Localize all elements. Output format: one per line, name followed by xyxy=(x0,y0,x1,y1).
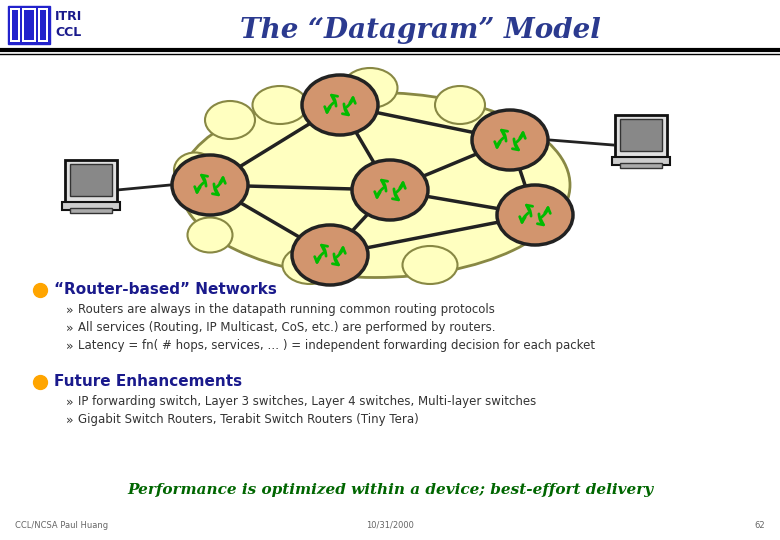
Text: CCL: CCL xyxy=(55,25,81,38)
Ellipse shape xyxy=(282,246,338,284)
Text: »: » xyxy=(66,414,73,427)
Text: Gigabit Switch Routers, Terabit Switch Routers (Tiny Tera): Gigabit Switch Routers, Terabit Switch R… xyxy=(78,414,419,427)
Ellipse shape xyxy=(172,155,248,215)
Text: The “Datagram” Model: The “Datagram” Model xyxy=(239,17,601,44)
Ellipse shape xyxy=(352,160,428,220)
Ellipse shape xyxy=(402,246,458,284)
Text: All services (Routing, IP Multicast, CoS, etc.) are performed by routers.: All services (Routing, IP Multicast, CoS… xyxy=(78,321,495,334)
Ellipse shape xyxy=(509,192,551,227)
Ellipse shape xyxy=(302,75,378,135)
Bar xyxy=(8,6,50,44)
Bar xyxy=(12,10,18,40)
Text: “Router-based” Networks: “Router-based” Networks xyxy=(54,282,277,298)
Bar xyxy=(62,202,120,210)
Ellipse shape xyxy=(292,225,368,285)
Ellipse shape xyxy=(174,152,216,187)
Bar xyxy=(22,8,36,42)
Ellipse shape xyxy=(205,101,255,139)
Text: Performance is optimized within a device; best-effort delivery: Performance is optimized within a device… xyxy=(127,483,653,497)
Ellipse shape xyxy=(435,86,485,124)
Bar xyxy=(40,10,46,40)
Ellipse shape xyxy=(253,86,307,124)
Ellipse shape xyxy=(342,68,398,108)
Ellipse shape xyxy=(497,185,573,245)
Bar xyxy=(38,8,48,42)
Bar xyxy=(65,160,117,202)
Ellipse shape xyxy=(472,110,548,170)
Bar xyxy=(615,115,667,157)
Ellipse shape xyxy=(180,92,570,278)
Text: »: » xyxy=(66,340,73,353)
Text: IP forwarding switch, Layer 3 switches, Layer 4 switches, Multi-layer switches: IP forwarding switch, Layer 3 switches, … xyxy=(78,395,537,408)
Text: »: » xyxy=(66,321,73,334)
Bar xyxy=(70,208,112,213)
Text: Routers are always in the datapath running common routing protocols: Routers are always in the datapath runni… xyxy=(78,303,495,316)
Ellipse shape xyxy=(187,218,232,253)
Text: »: » xyxy=(66,395,73,408)
Ellipse shape xyxy=(498,132,543,167)
Bar xyxy=(70,164,112,196)
Bar xyxy=(620,119,662,151)
Text: 62: 62 xyxy=(754,521,765,530)
Text: Latency = fn( # hops, services, … ) = independent forwarding decision for each p: Latency = fn( # hops, services, … ) = in… xyxy=(78,340,595,353)
Bar xyxy=(620,163,662,168)
Text: »: » xyxy=(66,303,73,316)
Text: ITRI: ITRI xyxy=(55,10,82,23)
Text: 10/31/2000: 10/31/2000 xyxy=(366,521,414,530)
Bar xyxy=(612,157,670,165)
Bar xyxy=(10,8,20,42)
Text: Future Enhancements: Future Enhancements xyxy=(54,375,242,389)
Text: CCL/NCSA Paul Huang: CCL/NCSA Paul Huang xyxy=(15,521,108,530)
Bar xyxy=(24,10,34,40)
